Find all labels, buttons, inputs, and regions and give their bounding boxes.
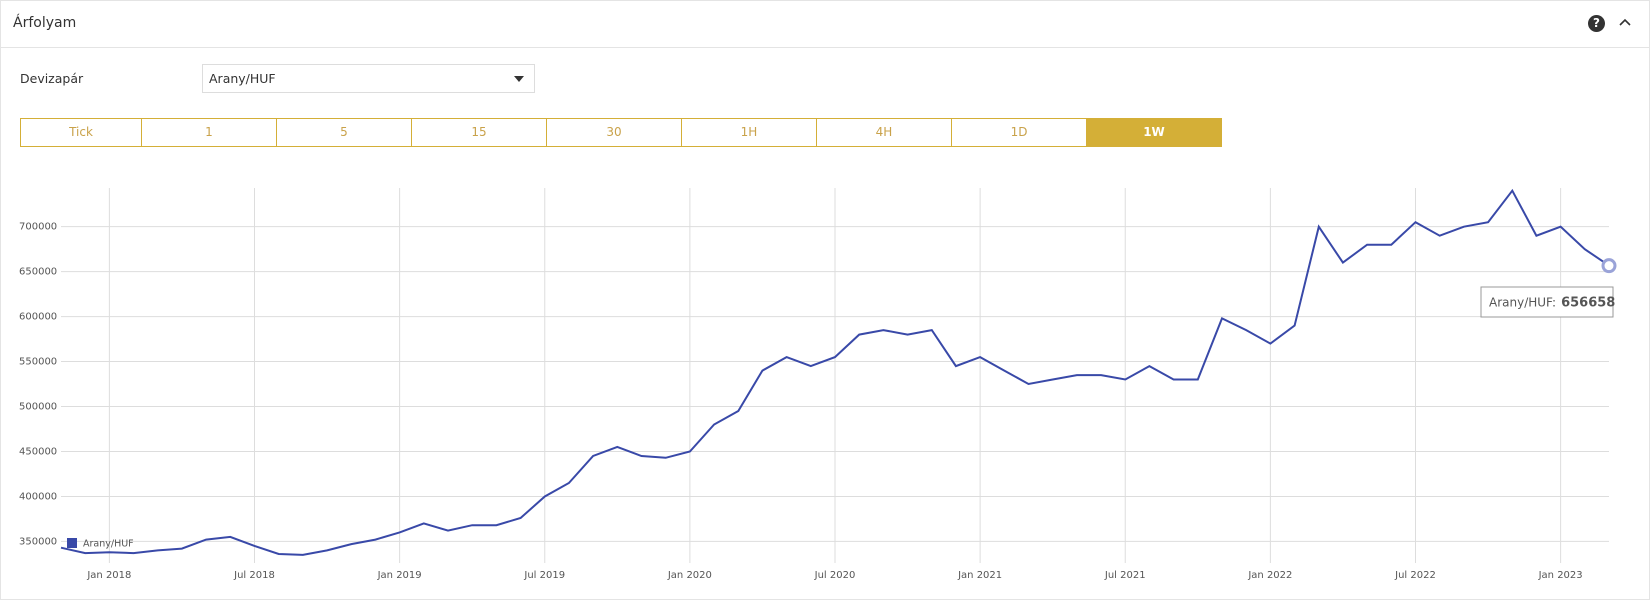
field-label: Devizapár	[20, 71, 84, 86]
y-tick-label: 500000	[19, 402, 57, 413]
y-tick-label: 350000	[19, 536, 57, 547]
y-tick-label: 650000	[19, 267, 57, 278]
x-tick-label: Jan 2021	[957, 570, 1002, 581]
interval-button[interactable]: 30	[546, 118, 682, 147]
tooltip: Arany/HUF: 656658	[1480, 286, 1615, 318]
y-tick-label: 450000	[19, 446, 57, 457]
select-arrow	[514, 76, 524, 82]
interval-button[interactable]: Tick	[20, 118, 142, 147]
panel-title: Árfolyam	[13, 15, 77, 31]
interval-button[interactable]: 1	[141, 118, 277, 147]
tooltip-label: Arany/HUF:	[1489, 296, 1556, 310]
interval-buttons: Tick 1 5 15 30 1H 4H 1D 1W	[20, 118, 1222, 147]
price-line	[60, 188, 1610, 556]
y-tick-label: 600000	[19, 312, 57, 323]
x-tick-label: Jan 2022	[1247, 570, 1292, 581]
hover-point	[1601, 258, 1617, 274]
interval-button[interactable]: 4H	[816, 118, 952, 147]
x-tick-label: Jul 2021	[1104, 570, 1146, 581]
collapse-icon[interactable]	[1618, 15, 1632, 29]
x-tick-label: Jan 2019	[377, 570, 422, 581]
interval-button[interactable]: 5	[276, 118, 412, 147]
select[interactable]: Arany/HUF	[202, 64, 535, 93]
x-tick-label: Jul 2019	[523, 570, 565, 581]
interval-button[interactable]: 1H	[681, 118, 817, 147]
legend-label: Arany/HUF	[83, 539, 134, 550]
legend-swatch	[67, 538, 77, 548]
interval-button[interactable]: 1D	[951, 118, 1087, 147]
x-tick-label: Jan 2020	[667, 570, 712, 581]
chart: 350000 400000 450000 500000 550000 600000 6500…	[19, 188, 1617, 581]
y-tick-label: 400000	[19, 491, 57, 502]
help-icon[interactable]: ?	[1588, 15, 1605, 32]
interval-button[interactable]: 1W	[1086, 118, 1222, 147]
tooltip-box	[1480, 286, 1614, 318]
y-tick-label: 700000	[19, 222, 57, 233]
select-value: Arany/HUF	[209, 71, 276, 86]
x-tick-label: Jan 2023	[1538, 570, 1583, 581]
x-tick-label: Jul 2020	[814, 570, 856, 581]
tooltip-value: 656658	[1561, 296, 1615, 311]
x-tick-label: Jul 2022	[1394, 570, 1436, 581]
x-tick-label: Jan 2018	[86, 570, 131, 581]
interval-button[interactable]: 15	[411, 118, 547, 147]
y-tick-label: 550000	[19, 357, 57, 368]
x-tick-label: Jul 2018	[233, 570, 275, 581]
panel-header: Árfolyam ?	[1, 1, 1649, 48]
